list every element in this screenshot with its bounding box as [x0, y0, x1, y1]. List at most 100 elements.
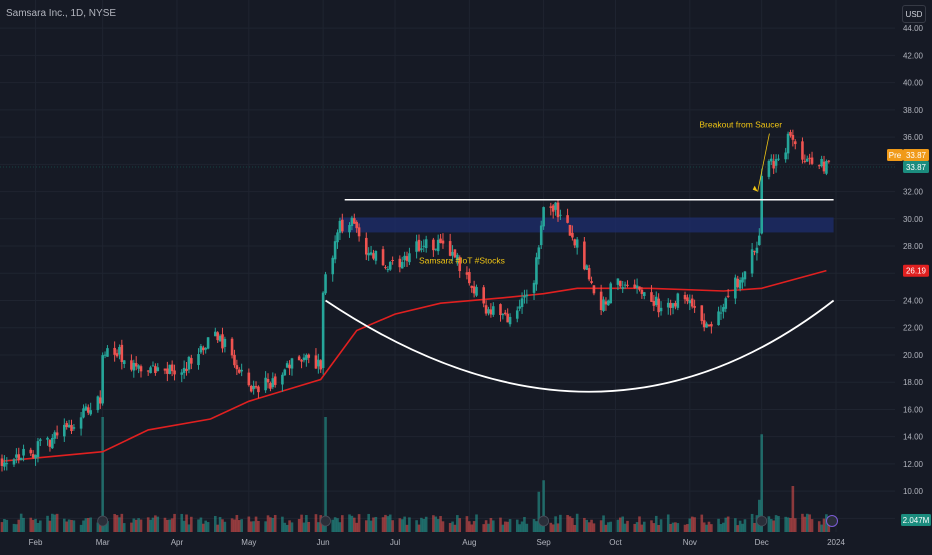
candle-body: [623, 284, 627, 286]
breakout-arrow: [757, 133, 770, 192]
drawing-overlays[interactable]: Breakout from Saucer Samsara #IoT #Stocks: [325, 120, 835, 393]
candle-body: [29, 449, 33, 454]
candle-body: [98, 397, 102, 404]
candle-body: [556, 202, 560, 218]
volume-bar: [686, 524, 689, 532]
volume-bar: [609, 521, 613, 532]
candle-body: [235, 365, 239, 370]
volume-bar: [314, 514, 318, 532]
volume-bar: [288, 520, 291, 532]
candle-body: [168, 364, 172, 374]
volume-bar: [515, 519, 519, 532]
volume-bar: [369, 520, 373, 532]
candle-body: [374, 251, 378, 261]
candle-body: [755, 247, 759, 254]
candle-body: [566, 215, 569, 223]
y-tick-label: 32.00: [903, 188, 924, 197]
candle-body: [321, 292, 325, 368]
hashtag-annotation: Samsara #IoT #Stocks: [419, 256, 505, 266]
volume-bar: [575, 513, 579, 532]
volume-bar: [70, 519, 73, 532]
ma-value-tag: 26.19: [906, 267, 927, 276]
volume-bar: [381, 517, 385, 532]
volume-bar: [72, 520, 76, 532]
volume-bar: [273, 514, 277, 532]
candle-body: [525, 294, 529, 297]
volume-bar: [623, 523, 627, 532]
volume-bar: [568, 516, 572, 532]
candle-body: [34, 454, 37, 459]
volume-bar: [233, 519, 236, 532]
candle-body: [352, 218, 356, 224]
x-tick-label: Jul: [390, 538, 400, 547]
candle-body: [19, 457, 23, 461]
volume-bar: [566, 514, 569, 532]
candle-body: [137, 365, 140, 369]
candle-body: [297, 356, 301, 361]
candle-body: [307, 354, 311, 358]
candle-body: [357, 227, 361, 237]
earnings-marker-icon: [538, 515, 550, 527]
volume-bar: [247, 516, 251, 532]
x-tick-label: Feb: [29, 538, 43, 547]
volume-bar: [67, 519, 71, 532]
symbol-title[interactable]: Samsara Inc., 1D, NYSE: [6, 8, 117, 19]
volume-bar: [235, 515, 239, 532]
candle-body: [741, 277, 744, 283]
candle-body: [810, 157, 814, 164]
y-tick-label: 42.00: [903, 51, 924, 60]
candle-body: [671, 303, 675, 308]
candle-body: [619, 280, 622, 287]
pre-value-tag: 33.87: [906, 151, 927, 160]
candle-body: [415, 241, 418, 252]
volume-bar: [12, 523, 16, 532]
y-tick-label: 10.00: [903, 487, 924, 496]
volume-bar: [86, 518, 90, 532]
candle-body: [101, 355, 104, 404]
candle-body: [254, 386, 258, 388]
volume-bar: [774, 515, 778, 532]
breakout-annotation: Breakout from Saucer: [699, 120, 782, 130]
volume-bar: [760, 434, 764, 532]
volume-bar: [391, 520, 394, 532]
candle-body: [86, 407, 90, 413]
volume-bar: [470, 524, 474, 532]
volume-bar: [113, 514, 116, 532]
volume-bar: [436, 519, 440, 532]
volume-bar: [635, 522, 639, 532]
candle-body: [604, 301, 608, 305]
candle-body: [247, 372, 251, 386]
volume-bar: [417, 524, 421, 532]
volume-bar: [101, 417, 104, 532]
y-tick-label: 14.00: [903, 433, 924, 442]
volume-bar: [384, 514, 387, 532]
candle-body: [753, 250, 756, 252]
volume-bar: [254, 516, 258, 532]
volume-bar: [204, 520, 208, 532]
candle-body: [55, 432, 59, 436]
candle-body: [17, 454, 21, 460]
saucer-curve[interactable]: [325, 299, 835, 393]
pre-label-tag: Pre: [889, 151, 902, 160]
candle-body: [585, 265, 589, 270]
candle-body: [571, 232, 574, 238]
volume-bar: [321, 522, 325, 532]
candle-body: [22, 448, 25, 456]
currency-button[interactable]: USD: [902, 5, 926, 23]
candle-body: [31, 454, 35, 458]
volume-bar: [439, 516, 442, 532]
lightning-icon: [826, 515, 838, 527]
candle-body: [456, 254, 459, 260]
candle-body: [341, 219, 344, 232]
volume-bar: [422, 518, 426, 532]
candle-body: [170, 364, 174, 372]
volume-bar: [199, 517, 203, 532]
volume-bar: [106, 521, 109, 532]
volume-bar: [197, 519, 200, 532]
volume-bar: [626, 520, 629, 532]
candle-body: [249, 385, 253, 392]
volume-bar: [269, 517, 272, 532]
volume-tag: 2.047M: [903, 516, 930, 525]
